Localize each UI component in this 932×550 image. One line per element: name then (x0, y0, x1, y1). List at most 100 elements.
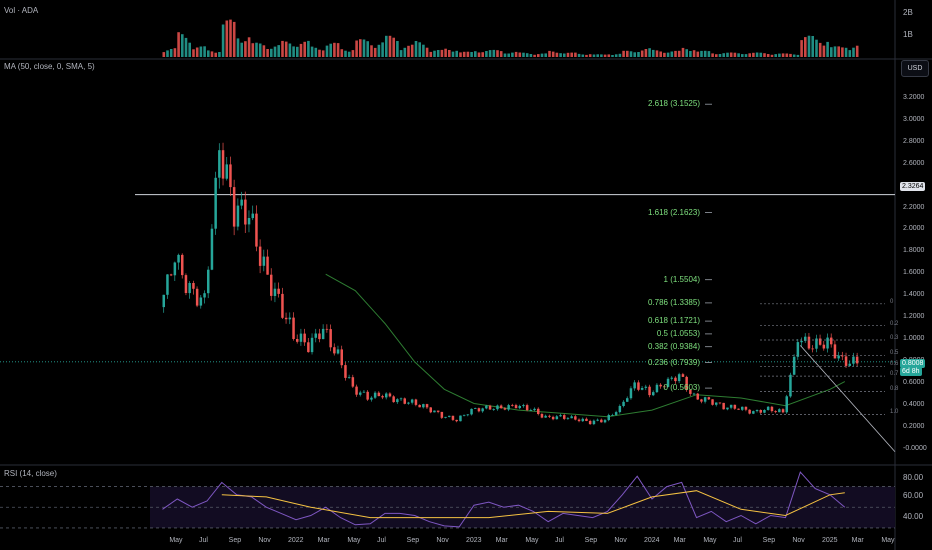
volume-bar (752, 52, 755, 57)
currency-button[interactable]: USD (901, 60, 929, 77)
fib-ratio-label: 0.7 (890, 371, 899, 378)
candle-body (203, 293, 206, 298)
rsi-line (162, 471, 846, 528)
volume-bar (726, 52, 729, 57)
volume-bar (462, 51, 466, 57)
candle-body (789, 374, 792, 397)
volume-bar (822, 45, 826, 57)
volume-bar (640, 50, 644, 57)
candle-body (199, 297, 203, 306)
time-axis-label: Jul (199, 537, 208, 544)
candle-body (741, 406, 744, 410)
volume-bar (670, 51, 674, 57)
volume-bar (173, 48, 177, 57)
candle-body (355, 386, 358, 395)
candle-body (648, 386, 651, 396)
candle-body (844, 356, 848, 366)
candle-body (537, 408, 540, 414)
candle-body (314, 333, 317, 338)
candle-body (563, 415, 566, 419)
volume-bar (396, 41, 399, 57)
fib-level-label: 0.5 (1.0553) (656, 328, 700, 338)
candle-body (700, 399, 703, 402)
volume-bar (833, 46, 837, 57)
candles (162, 142, 859, 426)
volume-bar (347, 51, 351, 57)
volume-bar (652, 49, 655, 57)
volume-bar (596, 54, 599, 57)
volume-bar (518, 52, 522, 57)
candle-body (392, 396, 395, 403)
candle-body (744, 406, 748, 410)
candle-body (492, 409, 495, 410)
candle-body (347, 377, 351, 378)
candle-body (388, 393, 392, 397)
ma50-line (325, 273, 846, 418)
volume-bar (321, 50, 325, 57)
candle-body (451, 415, 455, 420)
volume-bar (388, 35, 392, 57)
candle-body (792, 356, 796, 375)
volume-bar (585, 54, 588, 57)
candle-body (833, 344, 837, 359)
candle-body (555, 416, 559, 420)
volume-bar (503, 53, 507, 57)
volume-bar (707, 51, 711, 57)
fib-ratio-label: 0 (890, 298, 894, 305)
candle-body (533, 408, 536, 410)
candle-body (188, 283, 191, 294)
volume-bar (373, 47, 377, 57)
candle-body (218, 150, 221, 178)
price-axis-tick: 0.6000 (903, 378, 925, 386)
candle-body (429, 407, 432, 413)
volume-bar (566, 52, 570, 57)
price-axis-tick: 1.4000 (903, 291, 925, 299)
candle-body (418, 404, 421, 408)
volume-bar (251, 43, 255, 57)
price-axis-tick: 1.0000 (903, 334, 925, 342)
price-axis-tick: 3.2000 (903, 93, 925, 101)
volume-bar (514, 51, 518, 57)
candle-body (566, 418, 570, 419)
volume-bar (329, 43, 332, 57)
candle-body (774, 411, 777, 413)
volume-bar (522, 52, 525, 57)
volume-bar (778, 53, 781, 57)
candle-body (659, 384, 662, 387)
volume-bar (247, 37, 251, 57)
candle-body (577, 419, 581, 422)
candle-body (477, 408, 481, 412)
volume-bar (407, 45, 410, 57)
volume-bar (844, 47, 848, 57)
volume-bar (273, 46, 277, 57)
volume-bar (444, 48, 447, 57)
candle-body (440, 411, 444, 418)
candle-body (273, 288, 277, 296)
volume-bar (540, 53, 544, 57)
fib-ratio-label: 0.5 (890, 350, 899, 357)
candle-body (299, 333, 303, 342)
candle-body (755, 410, 759, 412)
volume-bar (666, 52, 670, 57)
volume-bar (848, 50, 852, 57)
candle-body (329, 329, 332, 348)
volume-bar (733, 52, 737, 57)
price-axis-tick: 3.0000 (903, 115, 925, 123)
candle-body (181, 254, 184, 276)
candle-body (581, 418, 584, 422)
volume-bar (221, 24, 225, 57)
candle-body (770, 406, 774, 412)
time-axis-label: Jul (555, 537, 564, 544)
rsi-ma-line (221, 490, 845, 519)
candle-body (848, 363, 851, 366)
candle-body (407, 402, 410, 404)
candle-body (229, 164, 232, 188)
volume-bar (481, 52, 484, 57)
rsi-lines (162, 471, 846, 528)
candle-body (232, 187, 236, 227)
candle-body (511, 405, 514, 406)
volume-bar (422, 44, 425, 57)
volume-bar (796, 54, 800, 57)
volume-bar (255, 42, 258, 57)
